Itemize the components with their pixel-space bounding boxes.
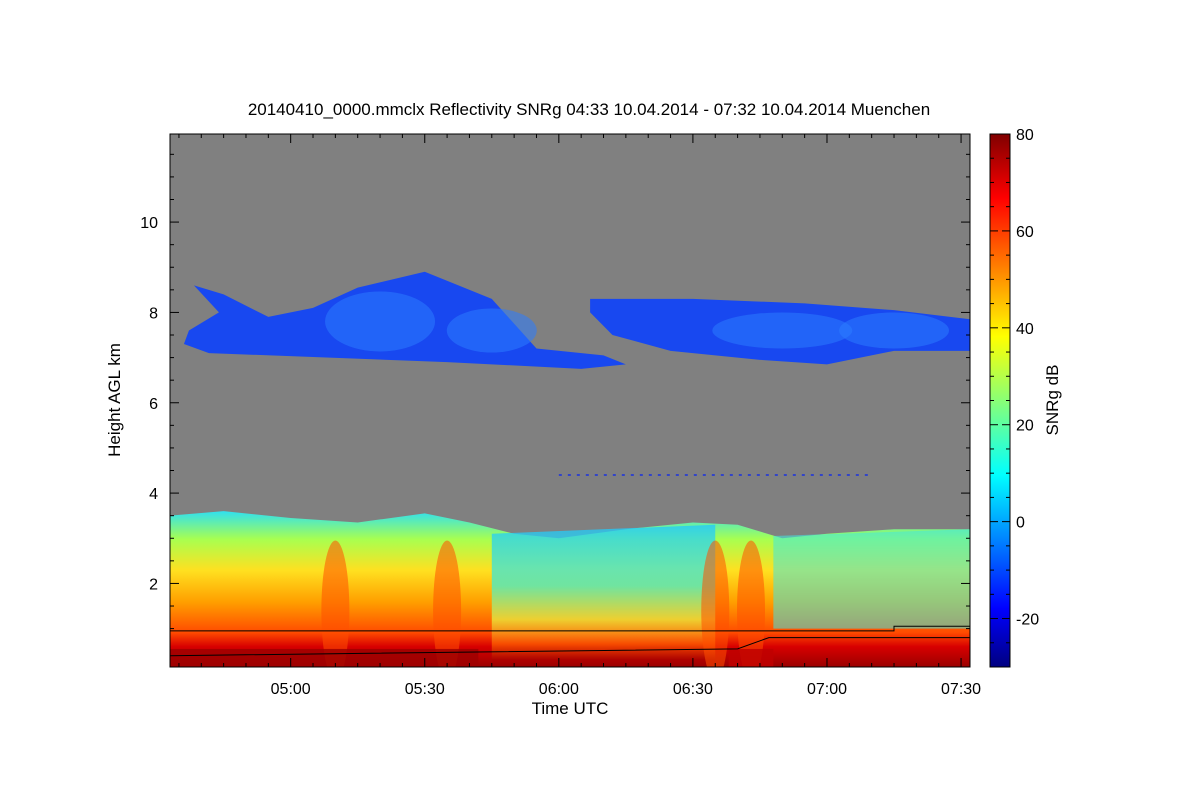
y-tick-label: 10 <box>140 215 158 232</box>
colorbar-tick-label: 20 <box>1016 418 1034 435</box>
colorbar-tick-label: 60 <box>1016 224 1034 241</box>
y-tick-label: 8 <box>149 305 158 322</box>
upper-cloud-core <box>325 291 436 352</box>
x-tick-label: 06:00 <box>539 681 579 698</box>
surface-band-echo <box>170 648 479 667</box>
chart-title: 20140410_0000.mmclx Reflectivity SNRg 04… <box>248 100 930 119</box>
y-tick-label: 4 <box>149 486 158 503</box>
y-tick-label: 6 <box>149 396 158 413</box>
colorbar-axis: -20 0 20 40 60 80 <box>990 127 1039 644</box>
x-tick-label: 07:00 <box>807 681 847 698</box>
x-axis: 05:00 05:30 06:00 06:30 07:00 07:30 <box>178 134 981 698</box>
y-axis-label: Height AGL km <box>105 343 124 457</box>
y-tick-label: 2 <box>149 576 158 593</box>
surface-band-echo <box>728 648 774 667</box>
x-tick-label: 07:30 <box>941 681 981 698</box>
x-tick-label: 05:00 <box>271 681 311 698</box>
plot-frame <box>169 133 971 668</box>
echo-plume <box>321 540 350 667</box>
upper-cloud-core <box>446 308 537 353</box>
x-tick-label: 05:30 <box>405 681 445 698</box>
echo-features <box>170 271 970 667</box>
plot-area <box>170 134 970 667</box>
echo-plume <box>701 540 730 667</box>
x-axis-label: Time UTC <box>532 699 609 718</box>
colorbar-tick-label: -20 <box>1016 612 1039 629</box>
upper-cloud-core <box>712 312 853 349</box>
y-axis: 2 4 6 8 10 <box>140 153 970 630</box>
boundary-layer-weak-echo <box>491 524 716 661</box>
echo-plume <box>433 540 462 667</box>
colorbar-label: SNRg dB <box>1043 365 1062 436</box>
upper-cloud-core <box>839 312 950 349</box>
data-lines <box>170 625 970 657</box>
data-line <box>170 625 970 632</box>
x-tick-label: 06:30 <box>673 681 713 698</box>
boundary-layer-weak-echo-east <box>773 529 970 629</box>
colorbar-tick-label: 0 <box>1016 515 1025 532</box>
colorbar-tick-label: 40 <box>1016 321 1034 338</box>
echo-plume <box>737 540 766 667</box>
colorbar-tick-label: 80 <box>1016 127 1034 144</box>
data-line <box>170 637 970 657</box>
